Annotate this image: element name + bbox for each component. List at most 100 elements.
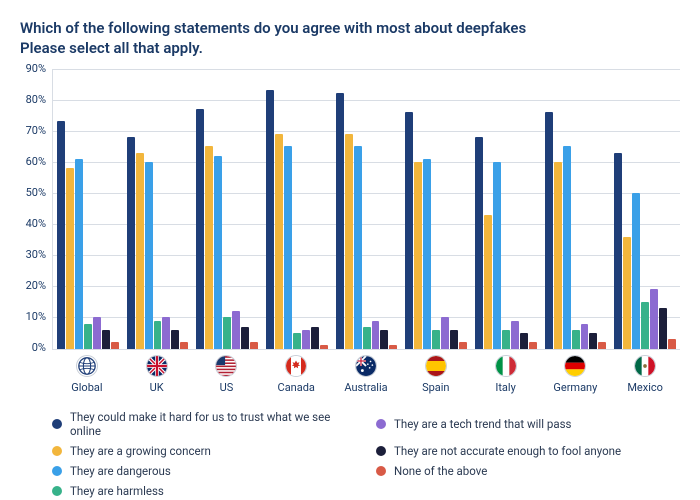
bar <box>345 134 353 349</box>
flag-au-icon <box>355 355 377 377</box>
bar <box>450 330 458 349</box>
bar <box>554 162 562 349</box>
bar <box>414 162 422 349</box>
bar <box>589 333 597 349</box>
x-label: Italy <box>495 381 515 394</box>
x-cell: UK <box>122 355 192 394</box>
legend-swatch <box>52 486 62 496</box>
bar <box>598 342 606 348</box>
flag-uk-icon <box>146 355 168 377</box>
bar <box>389 345 397 348</box>
bar <box>659 308 667 348</box>
bar <box>127 137 135 349</box>
bar <box>241 327 249 349</box>
chart-title: Which of the following statements do you… <box>20 18 680 59</box>
bar-group <box>610 69 680 349</box>
bar <box>520 333 528 349</box>
legend-item: They are a growing concern <box>52 444 356 458</box>
bar-group <box>192 69 262 349</box>
bar <box>572 330 580 349</box>
bar <box>441 317 449 348</box>
bar <box>563 146 571 348</box>
x-label: Germany <box>553 381 597 394</box>
bar <box>171 330 179 349</box>
x-cell: Canada <box>261 355 331 394</box>
bar <box>154 321 162 349</box>
bar <box>336 93 344 348</box>
bar <box>459 342 467 348</box>
flag-ca-icon <box>285 355 307 377</box>
bar-group <box>53 69 123 349</box>
x-label: Spain <box>422 381 449 394</box>
bar <box>145 162 153 349</box>
flag-es-icon <box>425 355 447 377</box>
deepfakes-survey-chart: Which of the following statements do you… <box>0 0 700 500</box>
bar <box>302 330 310 349</box>
bar <box>66 168 74 348</box>
flag-de-icon <box>564 355 586 377</box>
flag-us-icon <box>215 355 237 377</box>
x-cell: Global <box>52 355 122 394</box>
bar <box>632 193 640 349</box>
plot-row: 90%80%70%60%50%40%30%20%10%0% <box>20 69 680 349</box>
x-cell: Australia <box>331 355 401 394</box>
bar-groups <box>53 69 680 349</box>
legend-label: None of the above <box>394 464 487 478</box>
x-label: US <box>220 381 234 394</box>
x-label: Canada <box>278 381 315 394</box>
bar <box>581 324 589 349</box>
bar <box>405 112 413 348</box>
bar <box>529 342 537 348</box>
bar <box>180 342 188 348</box>
bar-group <box>541 69 611 349</box>
bar-group <box>332 69 402 349</box>
legend-label: They could make it hard for us to trust … <box>70 410 356 438</box>
legend-swatch <box>52 466 62 476</box>
legend-item: None of the above <box>376 464 680 478</box>
legend-item: They could make it hard for us to trust … <box>52 410 356 438</box>
bar <box>136 153 144 349</box>
flag-it-icon <box>495 355 517 377</box>
bar <box>354 146 362 348</box>
bar-group <box>401 69 471 349</box>
bar <box>650 289 658 348</box>
bar <box>205 146 213 348</box>
x-cell: Mexico <box>610 355 680 394</box>
bar <box>57 121 65 348</box>
bar <box>311 327 319 349</box>
bar <box>75 159 83 349</box>
bar <box>214 156 222 349</box>
bar <box>475 137 483 349</box>
bar <box>668 339 676 348</box>
bar <box>432 330 440 349</box>
globe-icon <box>76 355 98 377</box>
bar <box>641 302 649 349</box>
legend-label: They are not accurate enough to fool any… <box>394 444 621 458</box>
bar <box>484 215 492 349</box>
bar <box>423 159 431 349</box>
bar <box>84 324 92 349</box>
x-cell: US <box>192 355 262 394</box>
x-label: Australia <box>344 381 387 394</box>
x-cell: Germany <box>540 355 610 394</box>
bar <box>372 321 380 349</box>
bar <box>511 321 519 349</box>
legend-label: They are harmless <box>70 484 164 498</box>
bar-group <box>471 69 541 349</box>
bar <box>232 311 240 348</box>
x-cell: Spain <box>401 355 471 394</box>
legend-item: They are harmless <box>52 484 356 498</box>
bar <box>275 134 283 349</box>
plot-area <box>52 69 680 350</box>
y-axis: 90%80%70%60%50%40%30%20%10%0% <box>20 69 52 349</box>
bar <box>320 345 328 348</box>
legend-label: They are a tech trend that will pass <box>394 417 571 431</box>
legend-swatch <box>376 419 386 429</box>
x-label: Mexico <box>627 381 663 394</box>
legend: They could make it hard for us to trust … <box>52 410 680 498</box>
bar <box>614 153 622 349</box>
x-label: Global <box>71 381 102 394</box>
bar <box>493 162 501 349</box>
bar <box>223 317 231 348</box>
legend-item: They are a tech trend that will pass <box>376 410 680 438</box>
